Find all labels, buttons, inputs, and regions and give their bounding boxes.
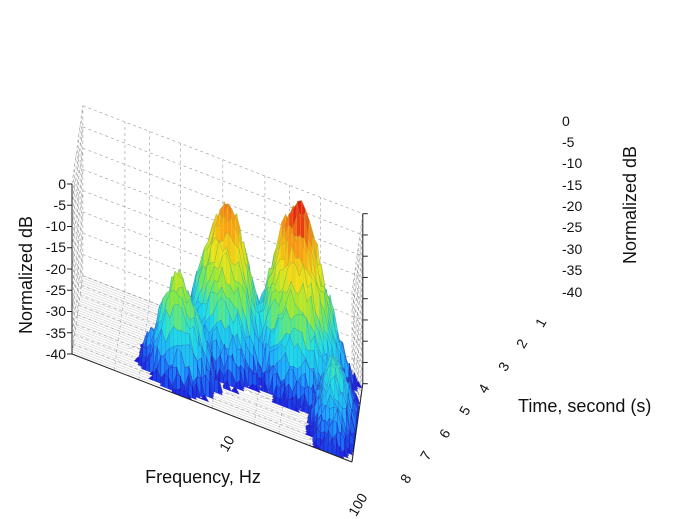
surface-ridge-line <box>79 203 361 405</box>
time-tick: 6 <box>436 426 454 441</box>
grid-line <box>351 213 364 293</box>
surface-ridge-line <box>77 296 358 423</box>
time-tick: 4 <box>475 381 493 396</box>
grid-line <box>211 329 224 409</box>
time-tick: 2 <box>513 336 531 351</box>
grid-line <box>351 234 364 314</box>
surface-facet <box>214 378 219 394</box>
left-z-tick: -30 <box>46 303 66 319</box>
right-z-tick: -25 <box>562 219 582 235</box>
grid-line <box>351 277 364 356</box>
right-z-axis: 0 -5 -10 -15 -20 -25 -30 -35 -40 Normali… <box>562 113 640 300</box>
left-z-axis: 0 -5 -10 -15 -20 -25 -30 -35 -40 Normali… <box>16 176 66 362</box>
axis-line <box>351 383 364 463</box>
surface-ridge-line <box>76 288 357 431</box>
grid-line <box>278 355 290 434</box>
grid-line <box>71 254 84 333</box>
right-z-tick: -5 <box>562 134 575 150</box>
grid-line <box>71 126 84 206</box>
surface-facet <box>133 356 139 363</box>
grid-line <box>71 275 84 355</box>
axis-line <box>71 353 353 463</box>
axes <box>67 183 368 463</box>
time-tick: 7 <box>417 448 435 463</box>
surface-ridge-line <box>72 351 353 460</box>
grid-line <box>71 105 84 185</box>
left-z-tick: -5 <box>54 197 67 213</box>
surface-ridge-line <box>72 349 353 458</box>
time-tick: 5 <box>456 403 474 418</box>
left-z-tick: -15 <box>46 239 66 255</box>
grid-line <box>351 319 364 399</box>
grid-line <box>71 169 84 248</box>
surface-ridge-line <box>73 304 355 449</box>
surface-ribbons <box>71 200 363 463</box>
surface-ridge-line <box>79 215 360 410</box>
grid-line <box>351 256 364 335</box>
left-z-axis-label: Normalized dB <box>16 216 36 334</box>
frequency-axis-label: Frequency, Hz <box>145 467 261 487</box>
grid-line <box>71 211 84 291</box>
grid-line <box>71 233 84 312</box>
time-tick: 8 <box>397 471 415 486</box>
surface-ridge-line <box>73 326 354 439</box>
grid-line <box>351 341 364 420</box>
grid-line <box>73 343 354 453</box>
surface-facet <box>145 359 150 373</box>
right-z-tick: -20 <box>562 198 582 214</box>
right-z-axis-label: Normalized dB <box>620 146 640 264</box>
surface-ridge-line <box>76 313 357 417</box>
grid-line <box>138 301 150 380</box>
surface-ridge-line <box>73 344 354 445</box>
surface-facet <box>287 399 293 410</box>
right-z-tick: -40 <box>562 284 582 300</box>
time-tick: 1 <box>532 315 550 330</box>
surface-ridge-line <box>77 286 358 407</box>
left-z-tick: -25 <box>46 282 66 298</box>
right-z-tick: 0 <box>562 113 570 129</box>
frequency-tick: 100 <box>345 490 371 518</box>
grid-line <box>253 345 266 425</box>
time-tick: 3 <box>495 359 513 374</box>
right-z-tick: -30 <box>562 241 582 257</box>
left-z-tick: 0 <box>58 176 66 192</box>
surface-ridge-line <box>78 252 359 416</box>
grid-line <box>351 298 364 378</box>
surface-ridge-line <box>77 266 359 419</box>
surface-facet <box>148 375 153 381</box>
time-axis: 1 2 3 4 5 6 7 8 Time, second (s) <box>397 315 652 486</box>
grid-line <box>82 126 363 236</box>
grid-line <box>351 362 364 441</box>
left-z-tick: -10 <box>46 218 66 234</box>
left-z-tick: -35 <box>46 325 66 341</box>
frequency-tick: 10 <box>216 433 238 455</box>
left-z-tick: -20 <box>46 261 66 277</box>
surface-ridge-line <box>72 346 354 456</box>
right-z-tick: -10 <box>562 155 582 171</box>
time-axis-label: Time, second (s) <box>518 396 651 416</box>
surface-ridge-line <box>79 203 360 407</box>
right-z-tick: -15 <box>562 177 582 193</box>
right-z-tick: -35 <box>562 262 582 278</box>
grid-line <box>113 291 126 371</box>
grid-line <box>71 190 84 270</box>
surface-ridge-line <box>78 239 359 406</box>
grid-line <box>71 148 84 227</box>
left-z-tick: -40 <box>46 346 66 362</box>
